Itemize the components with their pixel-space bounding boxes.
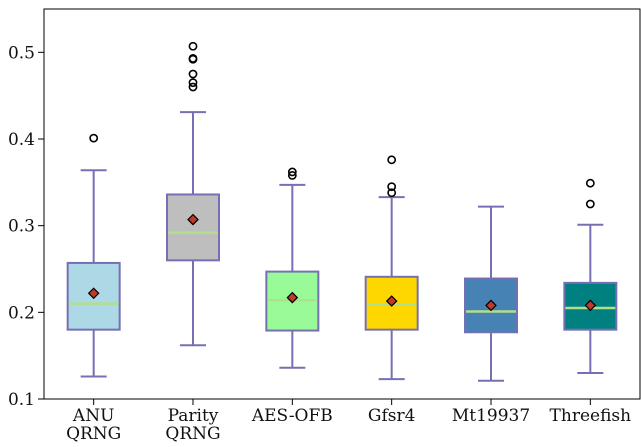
- box-group: [265, 167, 320, 369]
- outlier-point: [188, 54, 198, 63]
- box-group: [66, 133, 121, 378]
- y-tick-label: 0.5: [8, 43, 35, 63]
- plot-area: [66, 41, 618, 382]
- outlier-point: [89, 133, 99, 143]
- x-tick-label: QRNG: [66, 424, 121, 444]
- outlier-point: [287, 167, 297, 177]
- plot-frame: [43, 8, 641, 400]
- x-tick-label: ANU: [72, 406, 114, 426]
- x-tick-label: Mt19937: [452, 406, 530, 426]
- outlier-point: [188, 69, 198, 79]
- outlier-point: [585, 199, 595, 209]
- mean-marker: [485, 299, 497, 312]
- box-group: [563, 178, 618, 374]
- mean-marker: [87, 287, 100, 300]
- outlier-point: [387, 155, 397, 165]
- y-axis: 0.1 0.2 0.3 0.4 0.5: [8, 43, 44, 410]
- x-tick-label: Gfsr4: [368, 406, 416, 426]
- box-group: [364, 155, 419, 381]
- mean-marker: [385, 295, 398, 307]
- x-tick-label: Threefish: [550, 406, 632, 426]
- mean-marker: [187, 213, 199, 226]
- x-tick-label: Parity: [168, 406, 219, 426]
- x-tick-label: AES-OFB: [251, 406, 333, 426]
- y-tick-label: 0.2: [8, 303, 35, 323]
- mean-marker: [286, 291, 299, 304]
- outlier-point: [585, 178, 595, 188]
- box-iqr: [166, 193, 220, 262]
- outlier-point: [188, 82, 198, 92]
- outlier-point: [188, 78, 198, 88]
- mean-marker: [584, 299, 597, 312]
- outlier-point: [387, 182, 397, 192]
- outlier-point: [387, 188, 397, 198]
- box-group: [464, 205, 518, 382]
- outlier-point: [287, 170, 297, 180]
- y-tick-label: 0.3: [8, 217, 35, 237]
- y-tick-label: 0.4: [8, 130, 35, 150]
- x-tick-label: QRNG: [165, 424, 220, 444]
- box-group: [166, 41, 220, 347]
- y-tick-label: 0.1: [8, 390, 35, 410]
- outlier-point: [188, 41, 198, 51]
